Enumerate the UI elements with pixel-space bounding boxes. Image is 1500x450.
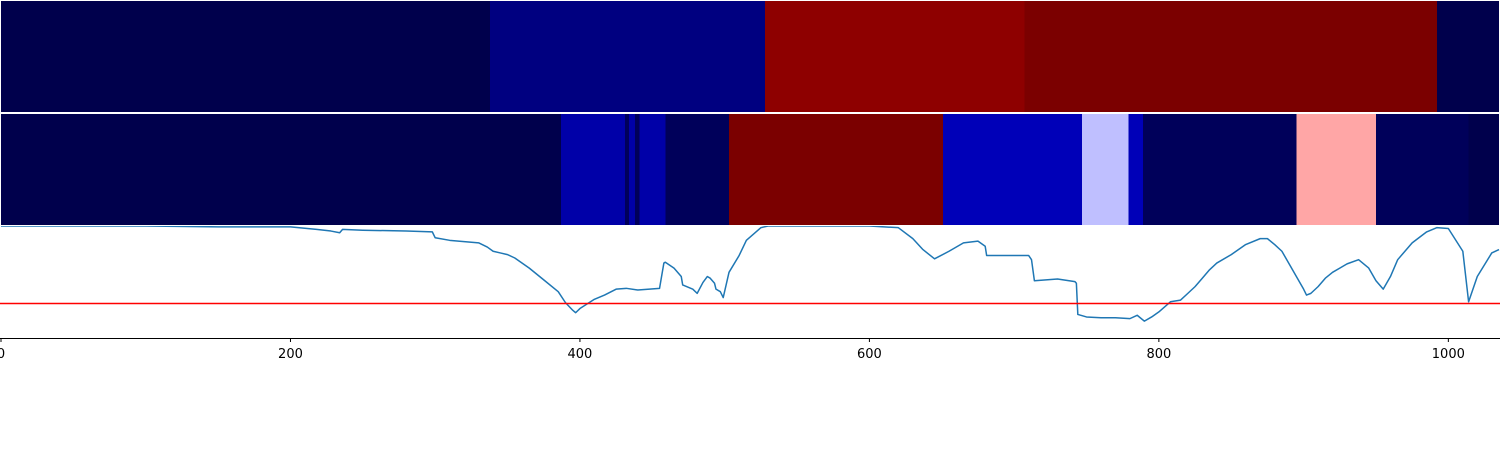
heatmap-segment-2 (490, 1, 766, 112)
series-line (1, 226, 1500, 322)
heatmap-segment-9 (943, 114, 1083, 225)
x-tick-label: 200 (278, 347, 303, 362)
x-tick-label: 400 (568, 347, 593, 362)
heatmap-segment-3 (765, 1, 1025, 112)
heatmap-segment-12 (1142, 114, 1297, 225)
heatmap-segment-5 (1436, 1, 1499, 112)
heatmap-segment-6 (639, 114, 666, 225)
heatmap-segment-14 (1375, 114, 1469, 225)
x-tick-label: 1000 (1432, 347, 1465, 362)
heatmap-segment-10 (1082, 114, 1129, 225)
heatmap-segment-13 (1296, 114, 1376, 225)
x-axis: 0 200 400 600 800 1000 (0, 338, 1500, 362)
heatmap-segment-1 (1, 114, 562, 225)
heatmap-segment-15 (1468, 114, 1499, 225)
heatmap-strip-middle (1, 114, 1499, 225)
heatmap-segment-5 (634, 114, 640, 225)
x-tick-label: 600 (857, 347, 882, 362)
heatmap-segment-7 (665, 114, 730, 225)
heatmap-strip-top (1, 1, 1499, 112)
x-tick-label: 0 (0, 347, 5, 362)
x-tick-label: 800 (1146, 347, 1171, 362)
line-plot-panel (0, 226, 1500, 338)
line-plot-background (0, 226, 1500, 338)
heatmap-segment-8 (729, 114, 944, 225)
heatmap-segment-1 (1, 1, 491, 112)
heatmap-segment-2 (561, 114, 625, 225)
heatmap-segment-4 (1024, 1, 1437, 112)
heatmap-segment-3 (624, 114, 630, 225)
heatmap-segment-4 (629, 114, 635, 225)
heatmap-segment-11 (1128, 114, 1143, 225)
